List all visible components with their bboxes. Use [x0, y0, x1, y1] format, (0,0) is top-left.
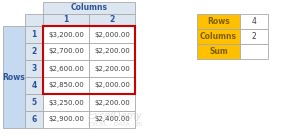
Text: 4: 4: [32, 81, 37, 90]
Text: $2,200.00: $2,200.00: [94, 66, 130, 71]
Text: $2,000.00: $2,000.00: [94, 31, 130, 38]
Bar: [43, 43, 89, 60]
Bar: [3, 26, 25, 128]
Bar: [43, 60, 89, 77]
Text: $2,700.00: $2,700.00: [48, 48, 84, 55]
Text: $2,850.00: $2,850.00: [48, 83, 84, 88]
Bar: [89, 94, 135, 111]
Bar: [25, 94, 43, 111]
Bar: [197, 14, 240, 29]
Bar: [89, 77, 135, 94]
Text: Columns: Columns: [200, 32, 237, 41]
Bar: [25, 111, 43, 128]
Text: $2,900.00: $2,900.00: [48, 116, 84, 123]
Text: $2,000.00: $2,000.00: [94, 83, 130, 88]
Text: ExcelDemy: ExcelDemy: [88, 111, 142, 121]
Text: 2: 2: [252, 32, 256, 41]
Bar: [89, 111, 135, 128]
Bar: [25, 14, 43, 26]
Bar: [43, 14, 89, 26]
Bar: [240, 44, 268, 59]
Text: Rows: Rows: [3, 72, 26, 82]
Bar: [197, 44, 240, 59]
Bar: [25, 77, 43, 94]
Bar: [240, 14, 268, 29]
Bar: [197, 29, 240, 44]
Bar: [43, 77, 89, 94]
Text: 1: 1: [63, 15, 69, 25]
Bar: [43, 94, 89, 111]
Bar: [25, 26, 43, 43]
Text: $2,200.00: $2,200.00: [94, 48, 130, 55]
Text: 4: 4: [252, 17, 256, 26]
Bar: [43, 26, 135, 94]
Bar: [25, 43, 43, 60]
Text: 6: 6: [32, 115, 37, 124]
Text: $3,250.00: $3,250.00: [48, 99, 84, 105]
Bar: [43, 26, 89, 43]
Text: $3,200.00: $3,200.00: [48, 31, 84, 38]
Text: 1: 1: [32, 30, 37, 39]
Bar: [43, 2, 135, 14]
Text: 5: 5: [32, 98, 37, 107]
Text: $2,600.00: $2,600.00: [48, 66, 84, 71]
Bar: [89, 26, 135, 43]
Bar: [89, 60, 135, 77]
Text: Rows: Rows: [207, 17, 230, 26]
Bar: [89, 14, 135, 26]
Text: Columns: Columns: [70, 3, 107, 13]
Text: 2: 2: [110, 15, 115, 25]
Text: Sum: Sum: [209, 47, 228, 56]
Text: 3: 3: [32, 64, 37, 73]
Bar: [240, 29, 268, 44]
Text: 2: 2: [32, 47, 37, 56]
Bar: [25, 60, 43, 77]
Bar: [89, 43, 135, 60]
Text: $2,200.00: $2,200.00: [94, 99, 130, 105]
Bar: [43, 111, 89, 128]
Text: $2,400.00: $2,400.00: [94, 116, 130, 123]
Text: EXCEL - DATA - BI: EXCEL - DATA - BI: [88, 123, 142, 128]
